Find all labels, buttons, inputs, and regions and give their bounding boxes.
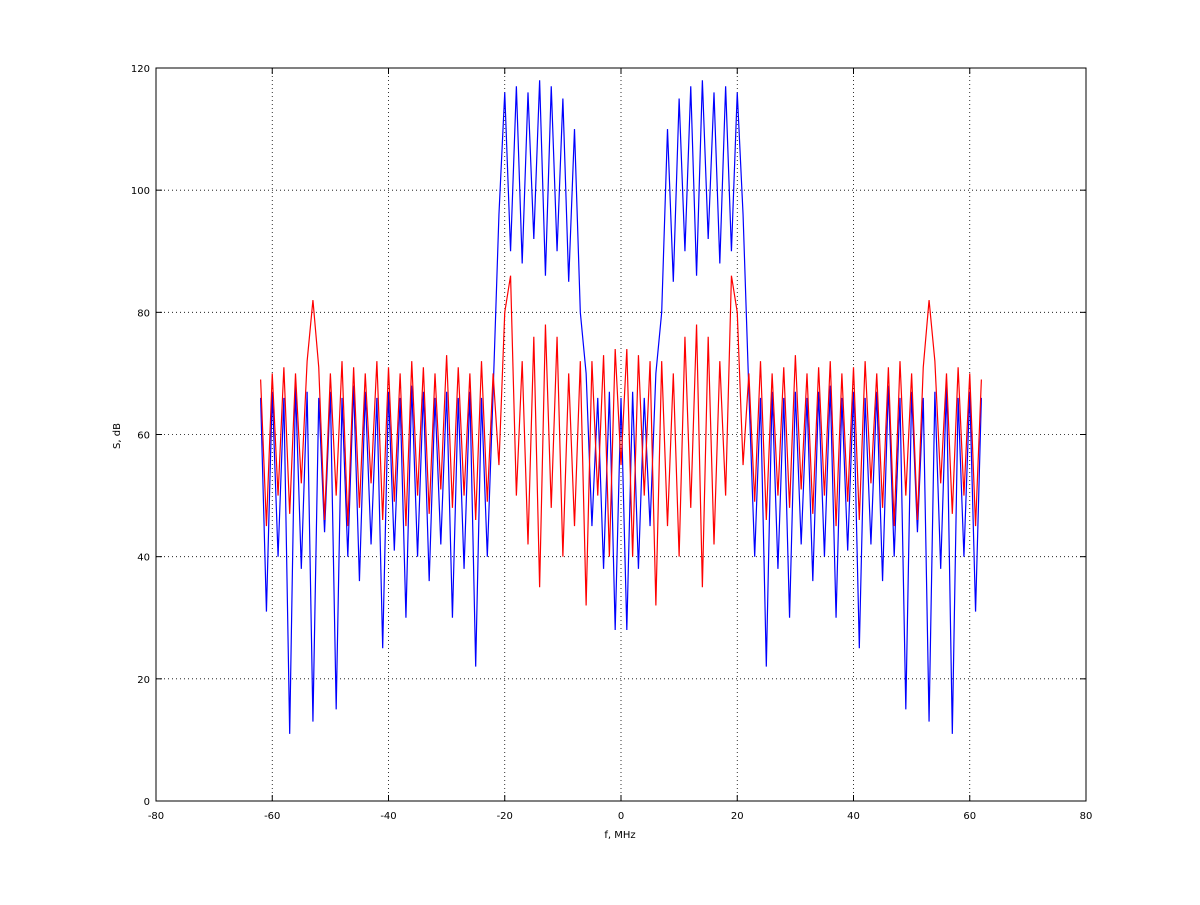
x-tick-label: -60 [264,811,280,822]
x-tick-label: 20 [731,811,744,822]
x-tick-label: 0 [618,811,624,822]
x-tick-label: 80 [1080,811,1093,822]
y-tick-label: 60 [137,431,150,442]
x-axis-label: f, MHz [604,830,635,841]
x-tick-label: 40 [847,811,860,822]
y-tick-label: 120 [131,64,150,75]
x-tick-label: -20 [497,811,513,822]
y-axis-label: S, dB [112,423,123,449]
x-tick-label: -80 [148,811,164,822]
series-line [260,275,982,606]
y-tick-label: 20 [137,675,150,686]
x-tick-label: 60 [963,811,976,822]
plot-frame [155,67,1087,802]
x-tick-label: -40 [380,811,396,822]
y-tick-label: 40 [137,553,150,564]
y-tick-label: 0 [144,797,150,808]
y-tick-label: 80 [137,308,150,319]
y-tick-label: 100 [131,186,150,197]
series-line [260,80,982,734]
